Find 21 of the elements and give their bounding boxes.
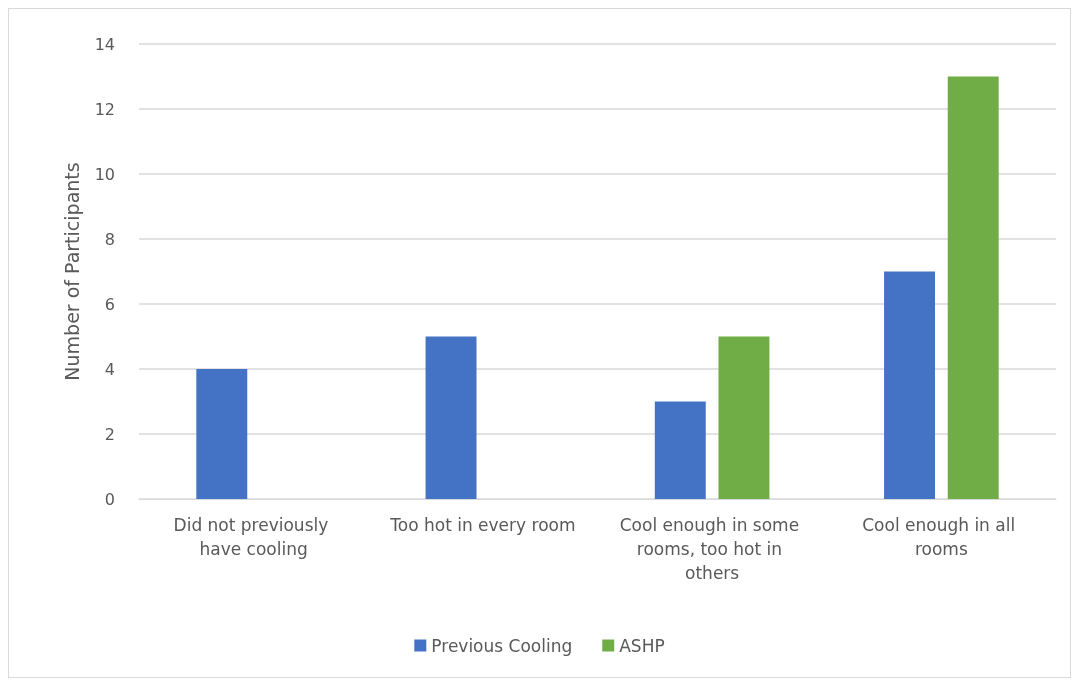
y-tick-label: 6: [104, 294, 115, 314]
bar: [425, 336, 477, 499]
bar: [718, 336, 770, 499]
x-tick-label: Did not previously have cooling: [173, 515, 334, 559]
x-tick-label: Too hot in every room: [389, 515, 576, 535]
y-tick-label: 8: [104, 229, 115, 249]
y-tick-label: 12: [94, 99, 115, 119]
y-axis-title: Number of Participants: [60, 162, 83, 381]
legend-label: ASHP: [619, 635, 665, 656]
x-tick-label: Cool enough in some rooms, too hot in others: [619, 515, 805, 583]
y-tick-label: 4: [104, 359, 115, 379]
legend-label: Previous Cooling: [431, 635, 573, 656]
bar: [654, 401, 706, 499]
bar: [884, 271, 936, 499]
y-tick-label: 14: [94, 34, 115, 54]
bar: [196, 369, 248, 499]
bar: [947, 76, 999, 499]
y-tick-label: 0: [104, 489, 115, 509]
x-tick-label: Cool enough in all rooms: [862, 515, 1021, 559]
y-tick-label: 10: [94, 164, 115, 184]
y-tick-label: 2: [104, 424, 115, 444]
